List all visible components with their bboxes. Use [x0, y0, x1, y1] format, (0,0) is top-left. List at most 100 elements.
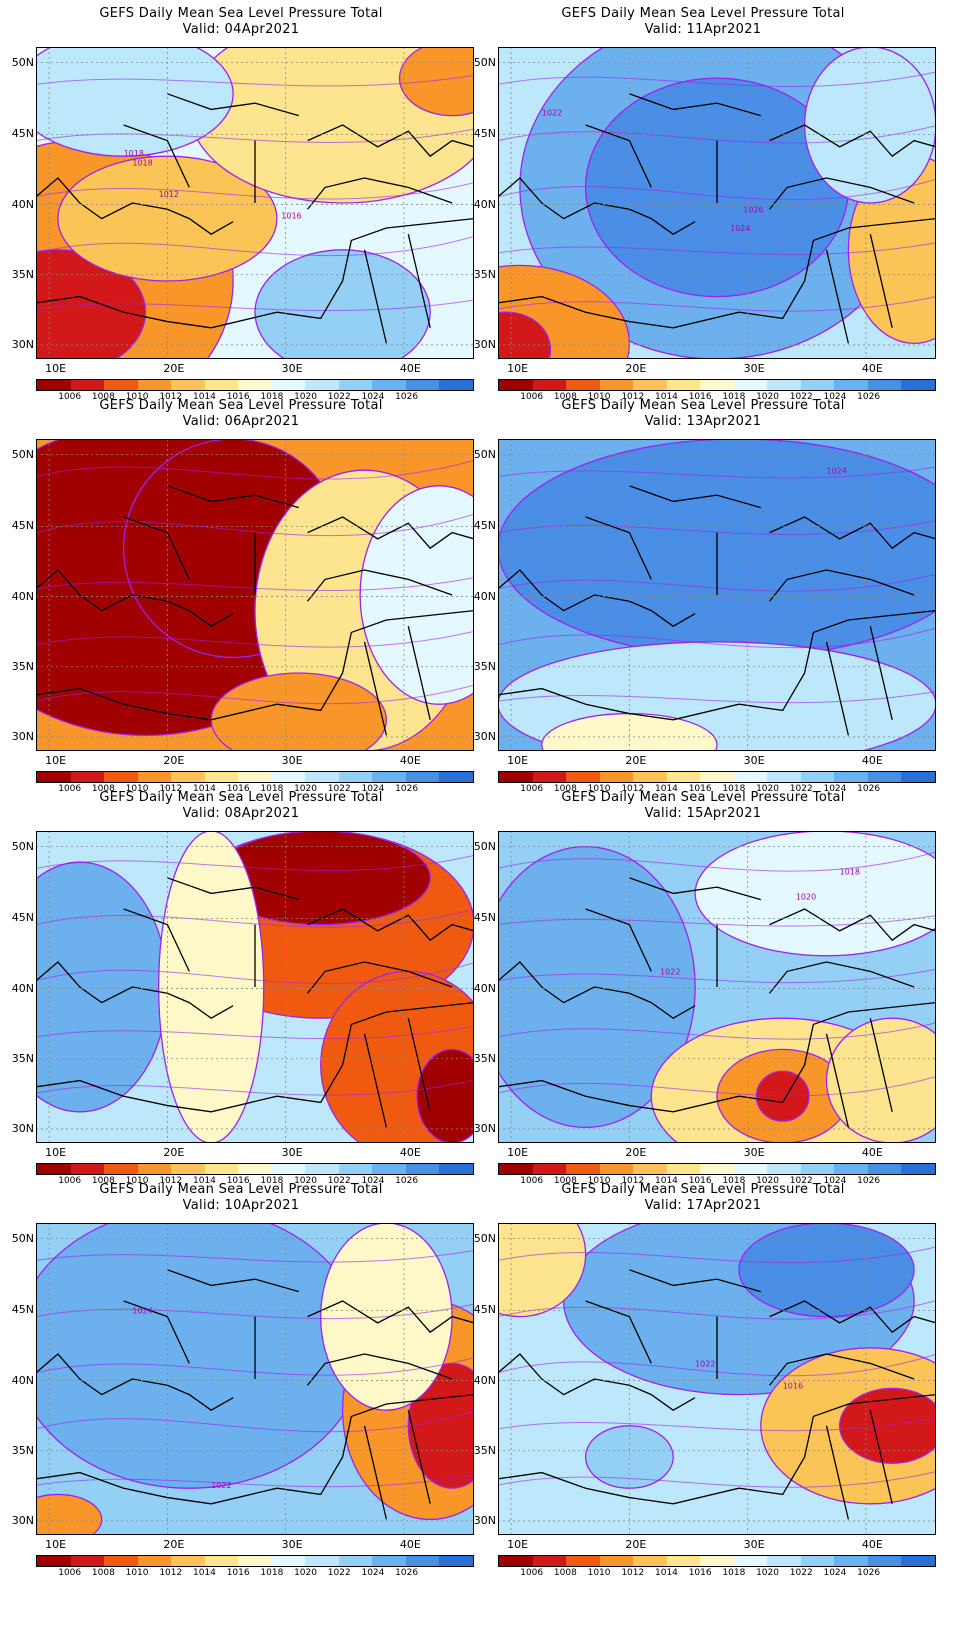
colorbar-swatch — [137, 380, 172, 390]
coastline — [585, 124, 652, 188]
colorbar-level-label: 1014 — [193, 392, 216, 402]
colorbar-level-label: 1010 — [125, 784, 149, 794]
colorbar-swatch — [70, 772, 105, 782]
coastline — [307, 961, 453, 994]
colorbar-swatch — [104, 1164, 138, 1174]
contour-label: 1012 — [159, 190, 179, 199]
lon-tick-label: 10E — [45, 1538, 67, 1551]
colorbar-level-label: 1008 — [91, 784, 115, 794]
colorbar-level-label: 1008 — [91, 1568, 115, 1578]
isobar-line — [36, 1410, 474, 1433]
map-frame — [498, 439, 936, 751]
colorbar-swatch — [238, 380, 272, 390]
colorbar-swatch — [800, 1164, 835, 1174]
colorbar-swatch — [338, 772, 373, 782]
isobar-line — [36, 74, 474, 87]
coastline — [498, 1353, 696, 1411]
colorbar-swatch — [834, 1556, 868, 1566]
lat-tick-label: 45N — [11, 519, 34, 533]
colorbar-swatch — [666, 1164, 701, 1174]
coastline — [36, 609, 474, 721]
colorbar-level-label: 1006 — [58, 1568, 82, 1578]
colorbar-swatch — [137, 772, 172, 782]
coastline — [498, 1393, 936, 1505]
coastline — [363, 641, 388, 736]
isobar-line — [498, 1471, 936, 1488]
colorbar-swatch — [834, 380, 868, 390]
isobar-line — [498, 178, 936, 200]
map-panel: GEFS Daily Mean Sea Level Pressure Total… — [462, 392, 944, 802]
colorbar-level-label: 1010 — [587, 784, 611, 794]
lat-tick-label: 40N — [473, 197, 496, 211]
colorbar-swatch — [70, 1556, 105, 1566]
lon-tick-label: 20E — [625, 362, 647, 375]
colorbar-swatch — [666, 1556, 701, 1566]
colorbar-level-label: 1026 — [395, 1176, 419, 1186]
coastline — [769, 1353, 915, 1386]
map-frame — [498, 47, 936, 359]
pressure-contour — [359, 485, 474, 705]
colorbar-level-label: 1016 — [226, 784, 250, 794]
colorbar-swatch — [901, 772, 935, 782]
lon-tick-label: 40E — [861, 1146, 883, 1159]
colorbar — [36, 1555, 474, 1567]
lat-tick-label: 50N — [473, 55, 496, 69]
isobar-line — [498, 627, 936, 649]
coastline — [363, 1033, 388, 1128]
pressure-map — [36, 439, 474, 751]
panel-title: GEFS Daily Mean Sea Level Pressure Total — [99, 1182, 383, 1197]
colorbar-swatch — [305, 380, 339, 390]
map-frame — [36, 47, 474, 359]
pressure-contour — [825, 1017, 936, 1143]
coastline — [769, 516, 936, 550]
coastline — [36, 569, 234, 627]
colorbar-level-label: 1006 — [58, 392, 82, 402]
colorbar — [498, 1163, 936, 1175]
lon-tick-label: 40E — [399, 1538, 421, 1551]
colorbar-level-label: 1016 — [226, 1568, 250, 1578]
colorbar — [36, 1163, 474, 1175]
colorbar-level-label: 1006 — [520, 1568, 544, 1578]
colorbar-level-label: 1022 — [789, 392, 813, 402]
colorbar-swatch — [901, 1556, 935, 1566]
colorbar — [36, 379, 474, 391]
lon-tick-label: 10E — [45, 754, 67, 767]
lon-tick-label: 20E — [625, 754, 647, 767]
lat-tick-label: 45N — [11, 127, 34, 141]
colorbar-swatch — [37, 772, 71, 782]
coastline — [307, 908, 474, 942]
isobar-line — [498, 466, 936, 479]
map-frame — [36, 1223, 474, 1535]
isobar-line — [498, 296, 936, 312]
colorbar-swatch — [338, 1164, 373, 1174]
colorbar-swatch — [271, 1164, 306, 1174]
colorbar-swatch — [767, 1556, 801, 1566]
isobar-line — [498, 1022, 936, 1040]
colorbar-level-label: 1014 — [655, 1568, 678, 1578]
colorbar-level-label: 1024 — [823, 1176, 847, 1186]
colorbar-swatch — [305, 1556, 339, 1566]
lat-tick-label: 45N — [11, 911, 34, 925]
colorbar-swatch — [566, 1164, 600, 1174]
pressure-contour — [158, 831, 265, 1143]
colorbar-swatch — [633, 772, 667, 782]
lat-tick-label: 40N — [473, 981, 496, 995]
colorbar-swatch — [633, 1164, 667, 1174]
colorbar-level-label: 1022 — [789, 1568, 813, 1578]
colorbar-level-label: 1012 — [159, 784, 183, 794]
contour-label: 1024 — [132, 1306, 152, 1315]
colorbar-swatch — [532, 1164, 567, 1174]
colorbar-level-label: 1014 — [655, 784, 678, 794]
lon-tick-label: 10E — [507, 1538, 529, 1551]
colorbar-level-label: 1022 — [327, 784, 351, 794]
colorbar-level-label: 1012 — [621, 392, 645, 402]
coastline — [585, 908, 652, 972]
map-frame — [36, 439, 474, 751]
colorbar-swatch — [204, 380, 239, 390]
colorbar-swatch — [104, 772, 138, 782]
colorbar-level-label: 1018 — [260, 392, 284, 402]
isobar-line — [36, 962, 474, 985]
coastline — [769, 124, 936, 158]
coastline — [585, 516, 652, 580]
colorbar-swatch — [372, 1556, 406, 1566]
